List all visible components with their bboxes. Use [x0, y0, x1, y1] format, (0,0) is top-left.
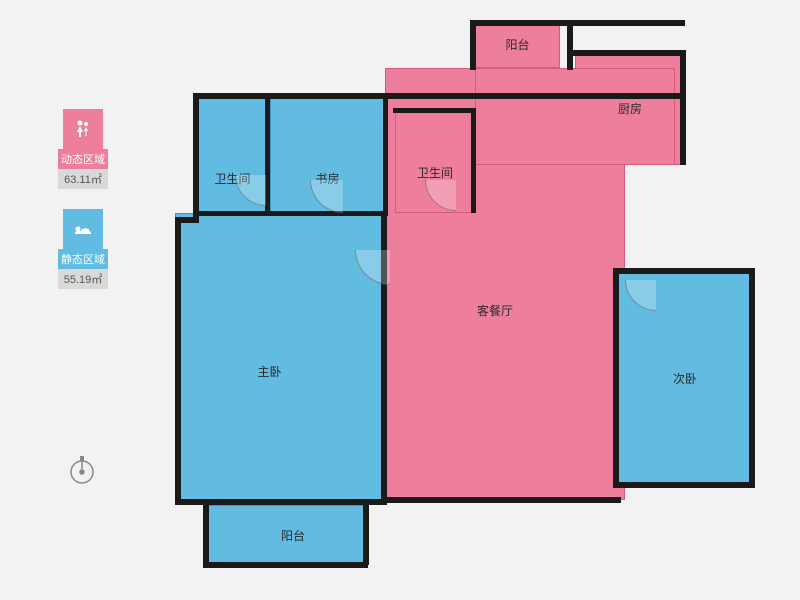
- room-master: [175, 213, 385, 500]
- legend: 动态区域 63.11㎡ 静态区域 55.19㎡: [58, 109, 108, 309]
- wall-2: [470, 20, 476, 70]
- wall-10: [203, 562, 368, 568]
- room-living-ext: [475, 68, 675, 165]
- wall-19: [613, 268, 619, 488]
- wall-12: [363, 505, 369, 565]
- legend-dynamic-value: 63.11㎡: [58, 169, 108, 189]
- sleep-icon: [63, 209, 103, 249]
- legend-dynamic: 动态区域 63.11㎡: [58, 109, 108, 189]
- people-icon: [63, 109, 103, 149]
- legend-static-label: 静态区域: [58, 249, 108, 269]
- wall-16: [383, 93, 388, 213]
- wall-17: [471, 108, 476, 213]
- wall-8: [175, 217, 181, 505]
- wall-4: [571, 50, 686, 56]
- wall-3: [567, 20, 573, 70]
- legend-static: 静态区域 55.19㎡: [58, 209, 108, 289]
- floor-plan: 阳台厨房卫生间书房卫生间客餐厅主卧次卧阳台: [175, 20, 755, 575]
- room-balcony-top: [475, 20, 560, 68]
- wall-1: [470, 20, 685, 26]
- wall-21: [749, 268, 755, 488]
- wall-23: [381, 497, 621, 503]
- wall-18: [393, 108, 475, 113]
- room-balcony-bottom: [205, 505, 365, 565]
- wall-14: [193, 211, 388, 216]
- wall-11: [203, 505, 209, 565]
- wall-20: [613, 268, 755, 274]
- legend-dynamic-label: 动态区域: [58, 149, 108, 169]
- wall-5: [680, 50, 686, 165]
- wall-6: [193, 93, 199, 223]
- legend-static-value: 55.19㎡: [58, 269, 108, 289]
- compass-icon: [66, 454, 98, 486]
- wall-22: [613, 482, 755, 488]
